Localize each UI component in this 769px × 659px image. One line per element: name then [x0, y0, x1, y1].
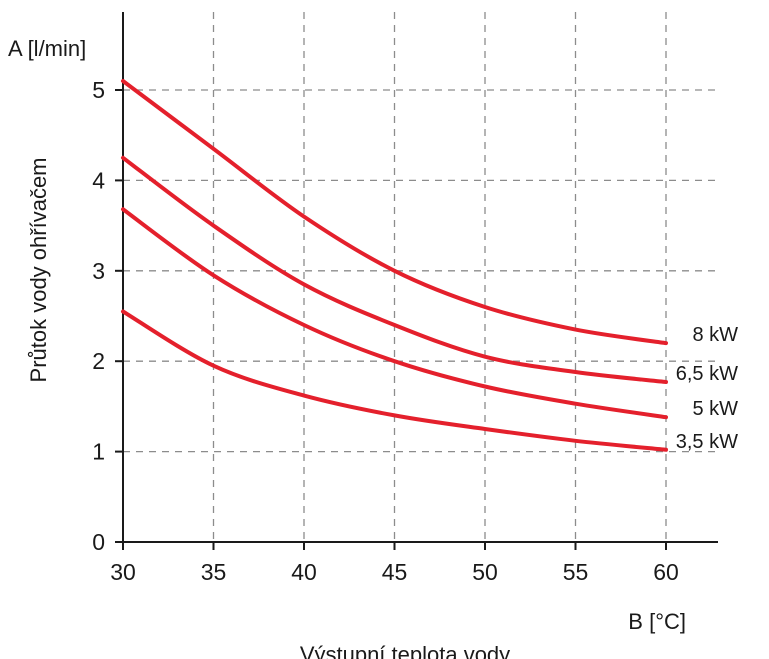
x-tick-label: 55 [563, 559, 589, 585]
x-tick-label: 30 [110, 559, 136, 585]
axes [122, 12, 718, 543]
y-tick-label: 1 [92, 439, 105, 465]
series-line-3 [121, 207, 668, 420]
y-tick-label: 0 [92, 529, 105, 555]
x-tick-label: 60 [653, 559, 679, 585]
series-label-1: 8 kW [692, 324, 738, 346]
series-line-1 [121, 79, 668, 346]
x-tick-label: 35 [201, 559, 227, 585]
x-ticks: 30 35 40 45 50 55 60 [110, 542, 679, 585]
y-axis-unit-label: A [l/min] [8, 36, 86, 61]
x-axis-unit-label: B [°C] [628, 609, 686, 634]
x-axis-title: Výstupní teplota vody [300, 642, 510, 659]
y-tick-label: 3 [92, 258, 105, 284]
series [121, 79, 668, 452]
x-tick-label: 50 [472, 559, 498, 585]
series-label-2: 6,5 kW [676, 363, 738, 385]
series-label-3: 5 kW [692, 398, 738, 420]
series-line-2 [121, 155, 668, 384]
series-label-4: 3,5 kW [676, 431, 738, 453]
y-tick-label: 5 [92, 77, 105, 103]
series-line-4 [121, 309, 668, 452]
grid [123, 12, 716, 542]
y-tick-label: 4 [92, 167, 105, 193]
series-labels: 8 kW 6,5 kW 5 kW 3,5 kW [676, 324, 738, 453]
x-tick-label: 45 [382, 559, 408, 585]
y-tick-label: 2 [92, 348, 105, 374]
y-axis-title: Průtok vody ohřívačem [26, 158, 51, 383]
x-tick-label: 40 [291, 559, 317, 585]
y-ticks: 0 1 2 3 4 5 [92, 77, 123, 555]
